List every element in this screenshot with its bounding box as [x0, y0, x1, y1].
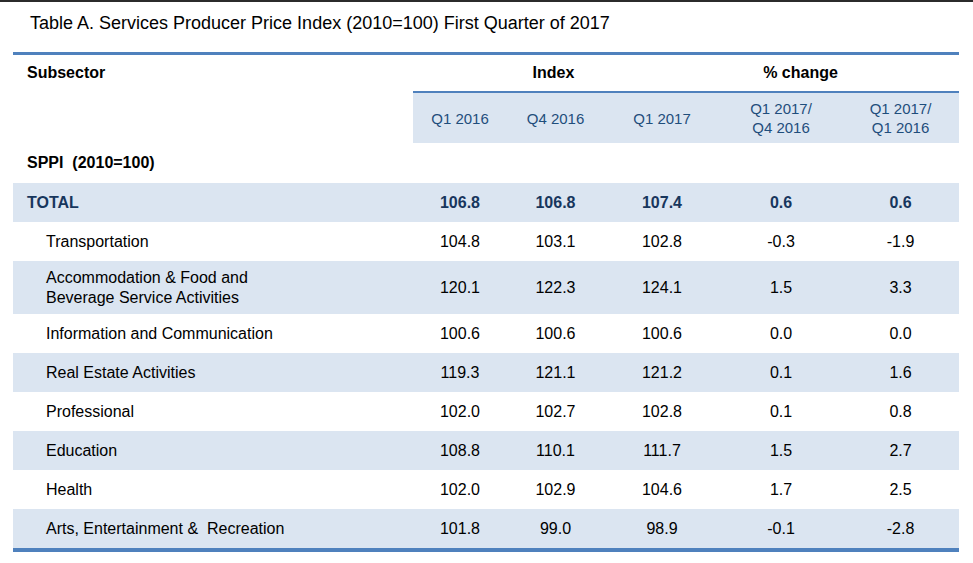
col-header-q1-2017-vs-q1-2016: Q1 2017/ Q1 2016 — [842, 99, 959, 137]
value-pct-q4: 0.1 — [720, 364, 842, 382]
value-q1-2017: 104.6 — [604, 481, 720, 499]
col-header-q1-2017: Q1 2017 — [604, 109, 720, 128]
table-row-education: Education 108.8 110.1 111.7 1.5 2.7 — [13, 431, 959, 470]
value-q4-2016: 110.1 — [507, 442, 604, 460]
value-q4-2016: 103.1 — [507, 233, 604, 251]
col-header-subsector: Subsector — [13, 64, 413, 82]
value-pct-q1: -1.9 — [842, 233, 959, 251]
row-label: Education — [13, 441, 413, 461]
document-page: Table A. Services Producer Price Index (… — [0, 0, 973, 563]
col-group-pct-change: % change — [720, 64, 959, 82]
table-row-real-estate: Real Estate Activities 119.3 121.1 121.2… — [13, 353, 959, 392]
table-row-total: TOTAL 106.8 106.8 107.4 0.6 0.6 — [13, 183, 959, 222]
section-label: SPPI (2010=100) — [13, 154, 413, 172]
value-q4-2016: 99.0 — [507, 520, 604, 538]
table-header-row-groups: Subsector Index % change — [13, 55, 959, 91]
value-pct-q4: 1.5 — [720, 279, 842, 297]
value-q1-2016: 108.8 — [413, 442, 507, 460]
value-pct-q4: 1.5 — [720, 442, 842, 460]
value-q4-2016: 102.7 — [507, 403, 604, 421]
value-q1-2016: 100.6 — [413, 325, 507, 343]
sppi-table: Subsector Index % change Q1 2016 Q4 2016… — [13, 52, 959, 552]
value-pct-q4: -0.1 — [720, 520, 842, 538]
value-q1-2017: 124.1 — [604, 279, 720, 297]
value-pct-q1: 1.6 — [842, 364, 959, 382]
value-q1-2017: 111.7 — [604, 442, 720, 460]
value-q1-2016: 106.8 — [413, 194, 507, 212]
value-q1-2016: 119.3 — [413, 364, 507, 382]
value-pct-q1: 3.3 — [842, 279, 959, 297]
row-label: Real Estate Activities — [13, 363, 413, 383]
row-label: Health — [13, 480, 413, 500]
header-spacer — [13, 91, 413, 143]
quarter-header-band: Q1 2016 Q4 2016 Q1 2017 Q1 2017/ Q4 2016… — [413, 91, 959, 143]
row-label: TOTAL — [13, 193, 413, 213]
value-pct-q4: 0.6 — [720, 194, 842, 212]
value-pct-q1: -2.8 — [842, 520, 959, 538]
value-q4-2016: 122.3 — [507, 279, 604, 297]
table-row-information-communication: Information and Communication 100.6 100.… — [13, 314, 959, 353]
value-q4-2016: 106.8 — [507, 194, 604, 212]
value-q1-2017: 102.8 — [604, 403, 720, 421]
row-label: Information and Communication — [13, 324, 413, 344]
value-q4-2016: 121.1 — [507, 364, 604, 382]
value-q1-2017: 100.6 — [604, 325, 720, 343]
value-q1-2016: 102.0 — [413, 481, 507, 499]
value-q1-2016: 102.0 — [413, 403, 507, 421]
value-pct-q4: 0.1 — [720, 403, 842, 421]
table-row-accommodation-food-beverage: Accommodation & Food and Beverage Servic… — [13, 261, 959, 314]
col-header-q1-2016: Q1 2016 — [413, 109, 507, 128]
value-q1-2017: 121.2 — [604, 364, 720, 382]
value-q4-2016: 102.9 — [507, 481, 604, 499]
value-pct-q4: -0.3 — [720, 233, 842, 251]
value-pct-q1: 0.0 — [842, 325, 959, 343]
col-group-index: Index — [413, 64, 720, 82]
value-q1-2016: 120.1 — [413, 279, 507, 297]
row-label: Transportation — [13, 232, 413, 252]
value-pct-q4: 0.0 — [720, 325, 842, 343]
value-q1-2017: 107.4 — [604, 194, 720, 212]
table-row-health: Health 102.0 102.9 104.6 1.7 2.5 — [13, 470, 959, 509]
value-pct-q1: 0.6 — [842, 194, 959, 212]
value-q1-2016: 104.8 — [413, 233, 507, 251]
value-q1-2017: 102.8 — [604, 233, 720, 251]
col-header-q4-2016: Q4 2016 — [507, 109, 604, 128]
table-title: Table A. Services Producer Price Index (… — [30, 13, 973, 34]
row-label: Professional — [13, 402, 413, 422]
value-pct-q1: 0.8 — [842, 403, 959, 421]
value-q4-2016: 100.6 — [507, 325, 604, 343]
row-label: Arts, Entertainment & Recreation — [13, 519, 413, 539]
value-pct-q1: 2.7 — [842, 442, 959, 460]
value-q1-2017: 98.9 — [604, 520, 720, 538]
col-header-q1-2017-vs-q4-2016: Q1 2017/ Q4 2016 — [720, 99, 842, 137]
value-pct-q1: 2.5 — [842, 481, 959, 499]
table-row-arts-entertainment-recreation: Arts, Entertainment & Recreation 101.8 9… — [13, 509, 959, 548]
table-row-transportation: Transportation 104.8 103.1 102.8 -0.3 -1… — [13, 222, 959, 261]
table-row-professional: Professional 102.0 102.7 102.8 0.1 0.8 — [13, 392, 959, 431]
row-label: Accommodation & Food and Beverage Servic… — [13, 268, 413, 308]
section-label-row: SPPI (2010=100) — [13, 143, 959, 183]
value-pct-q4: 1.7 — [720, 481, 842, 499]
table-header-row-quarters: Q1 2016 Q4 2016 Q1 2017 Q1 2017/ Q4 2016… — [13, 91, 959, 143]
value-q1-2016: 101.8 — [413, 520, 507, 538]
